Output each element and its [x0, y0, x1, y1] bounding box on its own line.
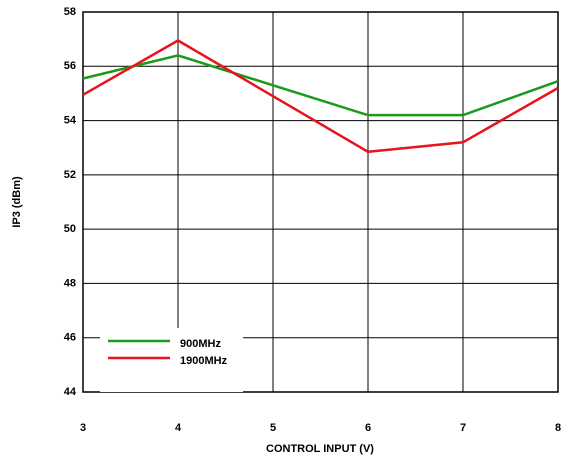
x-tick-label: 4: [175, 422, 182, 434]
legend-label: 900MHz: [180, 338, 221, 350]
x-tick-label: 5: [270, 422, 276, 434]
plot-frame: [82, 11, 559, 393]
line-series: [82, 39, 559, 154]
y-tick-label: 56: [64, 60, 76, 72]
y-tick-label: 48: [64, 277, 76, 289]
y-tick-label: 54: [64, 114, 77, 126]
y-tick-label: 46: [64, 332, 76, 344]
y-tick-label: 50: [64, 223, 76, 235]
line-series: [82, 54, 559, 117]
y-tick-label: 44: [64, 386, 77, 398]
y-tick-label: 58: [64, 6, 76, 18]
x-tick-label: 3: [80, 422, 86, 434]
y-tick-label: 52: [64, 169, 76, 181]
x-tick-label: 7: [460, 422, 466, 434]
legend-label: 1900MHz: [180, 355, 228, 367]
x-axis-label: CONTROL INPUT (V): [266, 443, 374, 455]
x-tick-label: 8: [555, 422, 561, 434]
y-axis-label: IP3 (dBm): [11, 176, 23, 228]
legend-box: [100, 328, 243, 392]
x-tick-label: 6: [365, 422, 371, 434]
